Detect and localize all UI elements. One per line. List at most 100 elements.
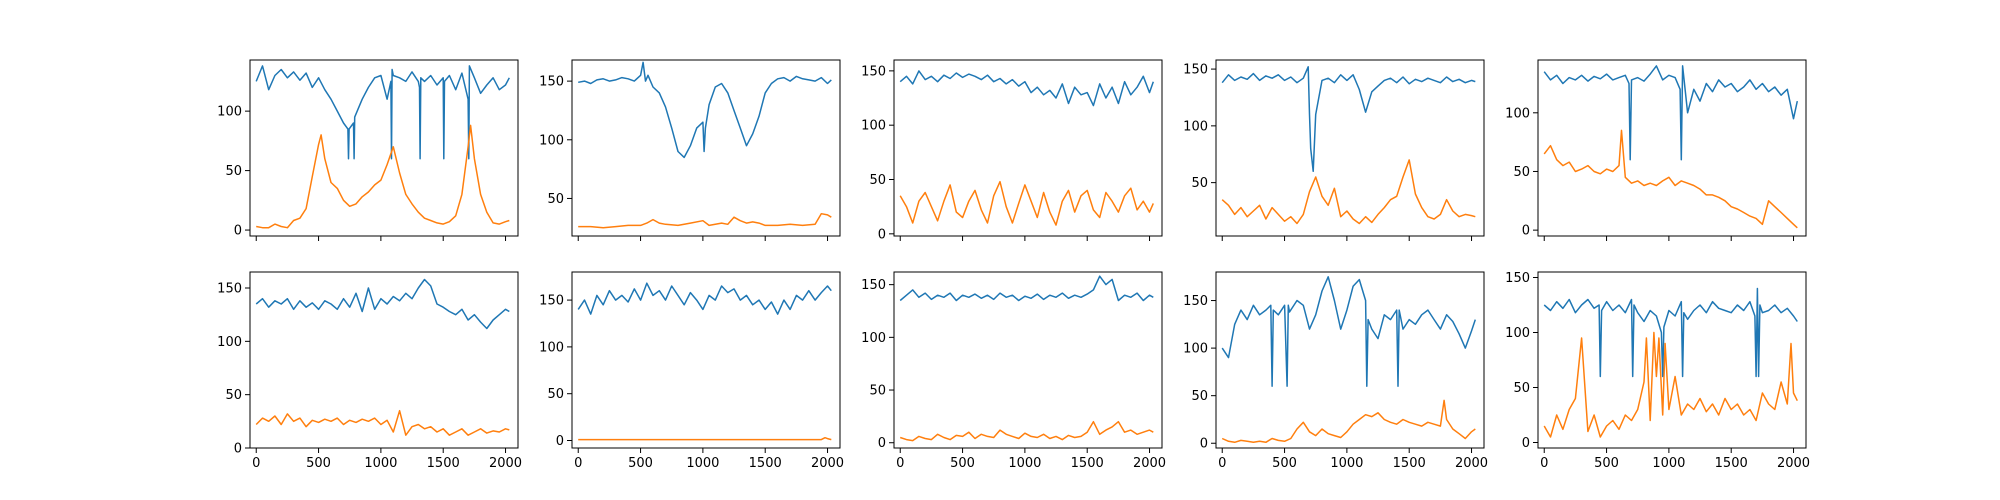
series-2-line bbox=[1543, 129, 1798, 229]
series-2-line bbox=[1221, 159, 1476, 225]
y-tick-label: 100 bbox=[861, 331, 886, 346]
series-2-line bbox=[578, 212, 832, 229]
y-tick-label: 0 bbox=[1522, 436, 1530, 451]
y-tick-label: 100 bbox=[539, 340, 564, 355]
y-tick-label: 100 bbox=[861, 119, 886, 134]
series-2-line bbox=[578, 436, 832, 441]
y-tick-label: 0 bbox=[878, 436, 886, 451]
y-tick-label: 50 bbox=[225, 388, 242, 403]
y-tick-label: 0 bbox=[234, 442, 242, 457]
subplot-5: 0 50 100 bbox=[1505, 59, 1807, 241]
axes-frame bbox=[893, 59, 1163, 237]
subplot-10: 0 500 1000 1500 2000 0 50 100 150 bbox=[1505, 271, 1810, 471]
x-tick-label: 1000 bbox=[1008, 456, 1041, 471]
x-tick-label: 0 bbox=[252, 456, 260, 471]
y-tick-label: 0 bbox=[556, 434, 564, 449]
x-tick-label: 500 bbox=[950, 456, 975, 471]
series-1-line bbox=[899, 275, 1154, 302]
x-tick-label: 1000 bbox=[1652, 456, 1685, 471]
series-2-line bbox=[899, 180, 1154, 226]
x-tick-label: 500 bbox=[1594, 456, 1619, 471]
series-2-line bbox=[899, 420, 1154, 442]
x-tick-label: 2000 bbox=[1133, 456, 1166, 471]
x-tick-label: 1500 bbox=[1715, 456, 1748, 471]
y-tick-label: 0 bbox=[234, 224, 242, 239]
y-tick-label: 100 bbox=[1505, 106, 1530, 121]
series-2-line bbox=[1221, 399, 1476, 444]
x-tick-label: 500 bbox=[1272, 456, 1297, 471]
series-1-line bbox=[899, 70, 1155, 107]
x-tick-label: 0 bbox=[574, 456, 582, 471]
subplot-8: 0 500 1000 1500 2000 0 50 100 150 bbox=[861, 271, 1166, 471]
y-tick-label: 50 bbox=[1191, 176, 1208, 191]
x-tick-label: 1500 bbox=[1393, 456, 1426, 471]
y-tick-label: 50 bbox=[869, 384, 886, 399]
y-tick-label: 150 bbox=[217, 282, 242, 297]
subplot-1: 0 50 100 bbox=[217, 59, 519, 241]
y-tick-label: 100 bbox=[1183, 119, 1208, 134]
y-tick-label: 100 bbox=[217, 105, 242, 120]
y-tick-label: 0 bbox=[1200, 437, 1208, 452]
x-tick-label: 1000 bbox=[364, 456, 397, 471]
series-1-line bbox=[255, 278, 510, 330]
y-tick-label: 150 bbox=[861, 278, 886, 293]
x-tick-label: 0 bbox=[896, 456, 904, 471]
x-tick-label: 1500 bbox=[1071, 456, 1104, 471]
subplot-2: 50 100 150 bbox=[539, 59, 841, 241]
y-tick-label: 0 bbox=[1522, 224, 1530, 239]
x-tick-label: 1000 bbox=[1330, 456, 1363, 471]
x-tick-label: 2000 bbox=[1777, 456, 1810, 471]
x-tick-label: 1500 bbox=[749, 456, 782, 471]
y-tick-label: 100 bbox=[539, 133, 564, 148]
subplot-4: 50 100 150 bbox=[1183, 59, 1485, 241]
axes-frame bbox=[1537, 59, 1807, 237]
x-tick-label: 2000 bbox=[811, 456, 844, 471]
y-tick-label: 100 bbox=[1183, 342, 1208, 357]
axes-frame bbox=[1537, 271, 1807, 449]
y-tick-label: 50 bbox=[1513, 165, 1530, 180]
axes-frame bbox=[893, 271, 1163, 449]
subplot-9: 0 500 1000 1500 2000 0 50 100 150 bbox=[1183, 271, 1488, 471]
series-1-line bbox=[255, 65, 510, 160]
y-tick-label: 50 bbox=[1513, 381, 1530, 396]
y-tick-label: 50 bbox=[547, 387, 564, 402]
x-tick-label: 500 bbox=[306, 456, 331, 471]
x-tick-label: 1500 bbox=[427, 456, 460, 471]
y-tick-label: 150 bbox=[539, 75, 564, 90]
y-tick-label: 150 bbox=[1183, 294, 1208, 309]
y-tick-label: 50 bbox=[547, 192, 564, 207]
x-tick-label: 2000 bbox=[489, 456, 522, 471]
x-tick-label: 500 bbox=[628, 456, 653, 471]
y-tick-label: 50 bbox=[869, 173, 886, 188]
axes-frame bbox=[249, 59, 519, 237]
series-1-line bbox=[577, 282, 832, 315]
series-1-line bbox=[1221, 66, 1476, 173]
x-tick-label: 0 bbox=[1218, 456, 1226, 471]
y-tick-label: 150 bbox=[1505, 271, 1530, 286]
series-1-line bbox=[1543, 65, 1799, 161]
y-tick-label: 50 bbox=[1191, 389, 1208, 404]
y-tick-label: 100 bbox=[217, 335, 242, 350]
series-1-line bbox=[1221, 276, 1477, 387]
series-1-line bbox=[578, 61, 832, 159]
axes-frame bbox=[1215, 59, 1485, 237]
y-tick-label: 100 bbox=[1505, 326, 1530, 341]
series-2-line bbox=[255, 409, 510, 436]
series-1-line bbox=[1543, 287, 1798, 378]
axes-frame bbox=[571, 59, 841, 237]
subplot-7: 0 500 1000 1500 2000 0 50 100 150 bbox=[539, 271, 844, 471]
x-tick-label: 2000 bbox=[1455, 456, 1488, 471]
y-tick-label: 0 bbox=[878, 227, 886, 242]
axes-frame bbox=[571, 271, 841, 449]
x-tick-label: 0 bbox=[1540, 456, 1548, 471]
y-tick-label: 150 bbox=[1183, 63, 1208, 78]
axes-frame bbox=[1215, 271, 1485, 449]
y-tick-label: 50 bbox=[225, 164, 242, 179]
axes-frame bbox=[249, 271, 519, 449]
subplot-3: 0 50 100 150 bbox=[861, 59, 1163, 242]
series-2-line bbox=[1543, 331, 1798, 438]
x-tick-label: 1000 bbox=[686, 456, 719, 471]
y-tick-label: 150 bbox=[861, 64, 886, 79]
